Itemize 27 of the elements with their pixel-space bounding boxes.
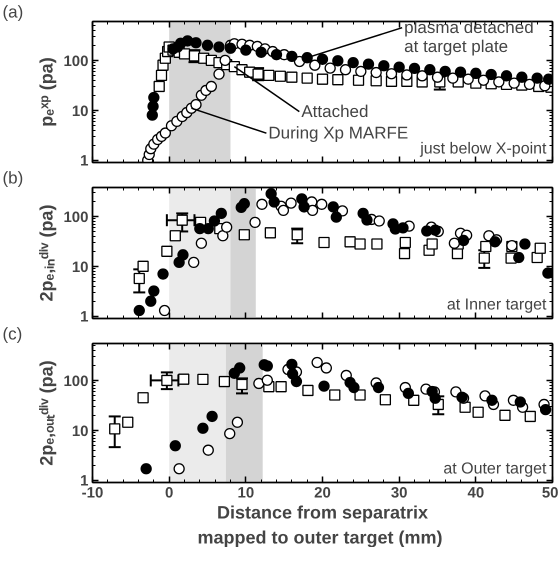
text: Distance from separatrix mapped to outer target (mm) — [197, 502, 443, 548]
y-axis-title: 2pₑ,ₒᵤₜᵈⁱᵛ (pa) — [36, 360, 56, 466]
x-tick-label: 0 — [164, 484, 174, 502]
text: (b) — [2, 168, 24, 188]
y-axis-title: pₑˣᵖ (pa) — [36, 57, 56, 127]
x-tick-label: 30 — [390, 484, 408, 502]
annotation: During Xp MARFE — [268, 124, 408, 143]
y-tick-label: 1 — [80, 308, 88, 326]
y-axis-title: 2pₑ,ᵢₙᵈⁱᵛ (pa) — [36, 204, 56, 302]
annotation: at Inner target — [446, 296, 548, 314]
y-tick-label: 10 — [72, 258, 89, 276]
y-tick-label: 100 — [63, 372, 89, 390]
y-tick-label: 1 — [80, 152, 88, 170]
y-tick-label: 100 — [63, 52, 89, 70]
y-tick-label: 10 — [72, 102, 89, 120]
annotation: Attached — [301, 102, 368, 122]
text: (a) — [2, 2, 24, 22]
x-tick-label: 50 — [542, 484, 558, 502]
y-tick-label: 10 — [72, 422, 89, 440]
x-tick-label: 40 — [467, 484, 484, 502]
text: (c) — [2, 324, 22, 344]
annotation: at target plate — [404, 37, 508, 56]
annotation: at Outer target — [443, 460, 548, 478]
x-tick-label: 20 — [314, 484, 331, 502]
annotation: just below X-point — [419, 140, 548, 158]
x-tick-label: 10 — [237, 484, 254, 502]
y-tick-label: 100 — [63, 208, 89, 226]
